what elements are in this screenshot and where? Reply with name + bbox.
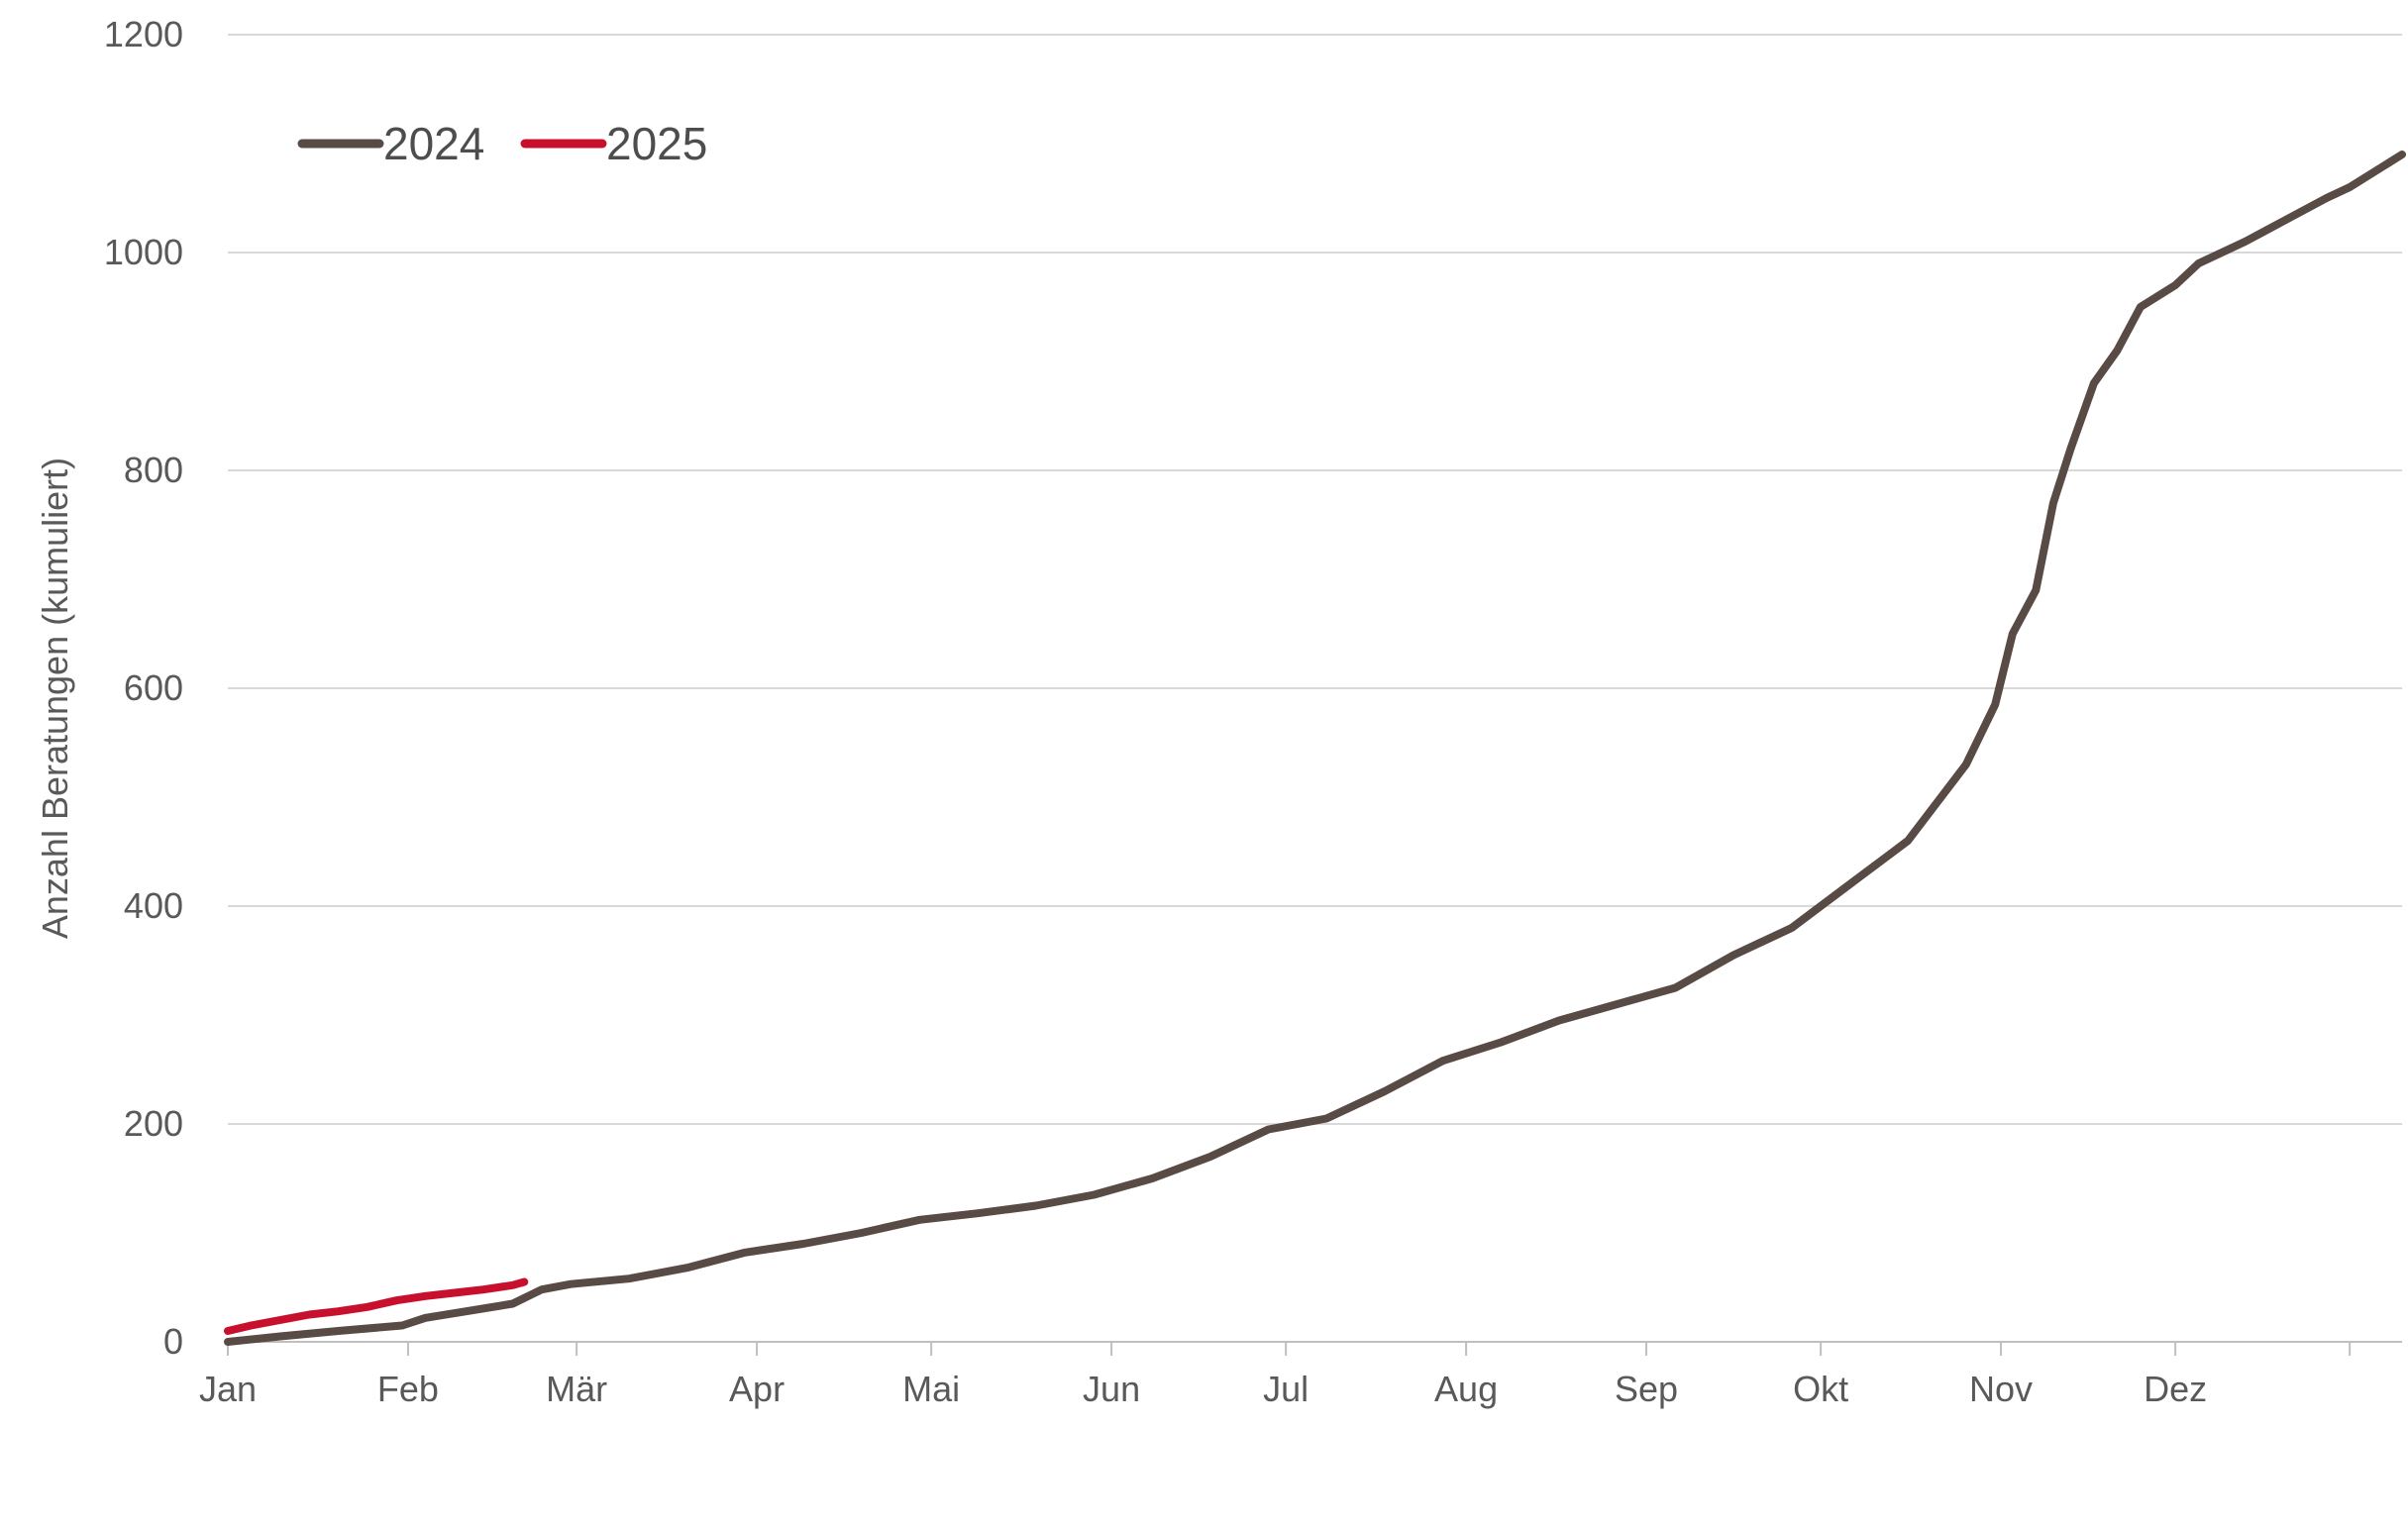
x-tick-label: Jun [1083,1369,1140,1409]
legend: 2024 2025 [297,118,707,169]
series-line-2024 [224,151,2406,1346]
x-tick-label: Dez [2144,1369,2207,1409]
x-tick-label: Sep [1615,1369,1678,1409]
y-tick-label: 1000 [104,232,183,272]
x-tick-label: Okt [1793,1369,1848,1409]
x-tick-label: Mär [546,1369,607,1409]
y-tick-label: 0 [163,1321,183,1362]
x-tick-label: Aug [1434,1369,1498,1409]
y-tick-label: 400 [124,885,183,926]
axes: 0 200 400 600 800 1000 1200 Jan Feb Mär Apr Mai Jun J… [104,14,2402,1409]
legend-label: 2024 [383,118,484,169]
x-tick-label: Jan [199,1369,257,1409]
series-lines [224,151,2406,1346]
x-tick-label: Apr [729,1369,785,1409]
series-line-2025 [224,1277,529,1335]
gridlines [228,34,2402,1125]
y-tick-label: 200 [124,1103,183,1144]
x-tick-label: Jul [1263,1369,1309,1409]
x-tick-label: Nov [1969,1369,2033,1409]
x-tick-label: Mai [902,1369,960,1409]
legend-label: 2025 [606,118,707,169]
x-tick-label: Feb [377,1369,439,1409]
y-axis-title: Anzahl Beratungen (kumuliert) [35,458,75,939]
y-tick-label: 800 [124,450,183,490]
y-tick-label: 1200 [104,14,183,54]
y-tick-label: 600 [124,667,183,708]
